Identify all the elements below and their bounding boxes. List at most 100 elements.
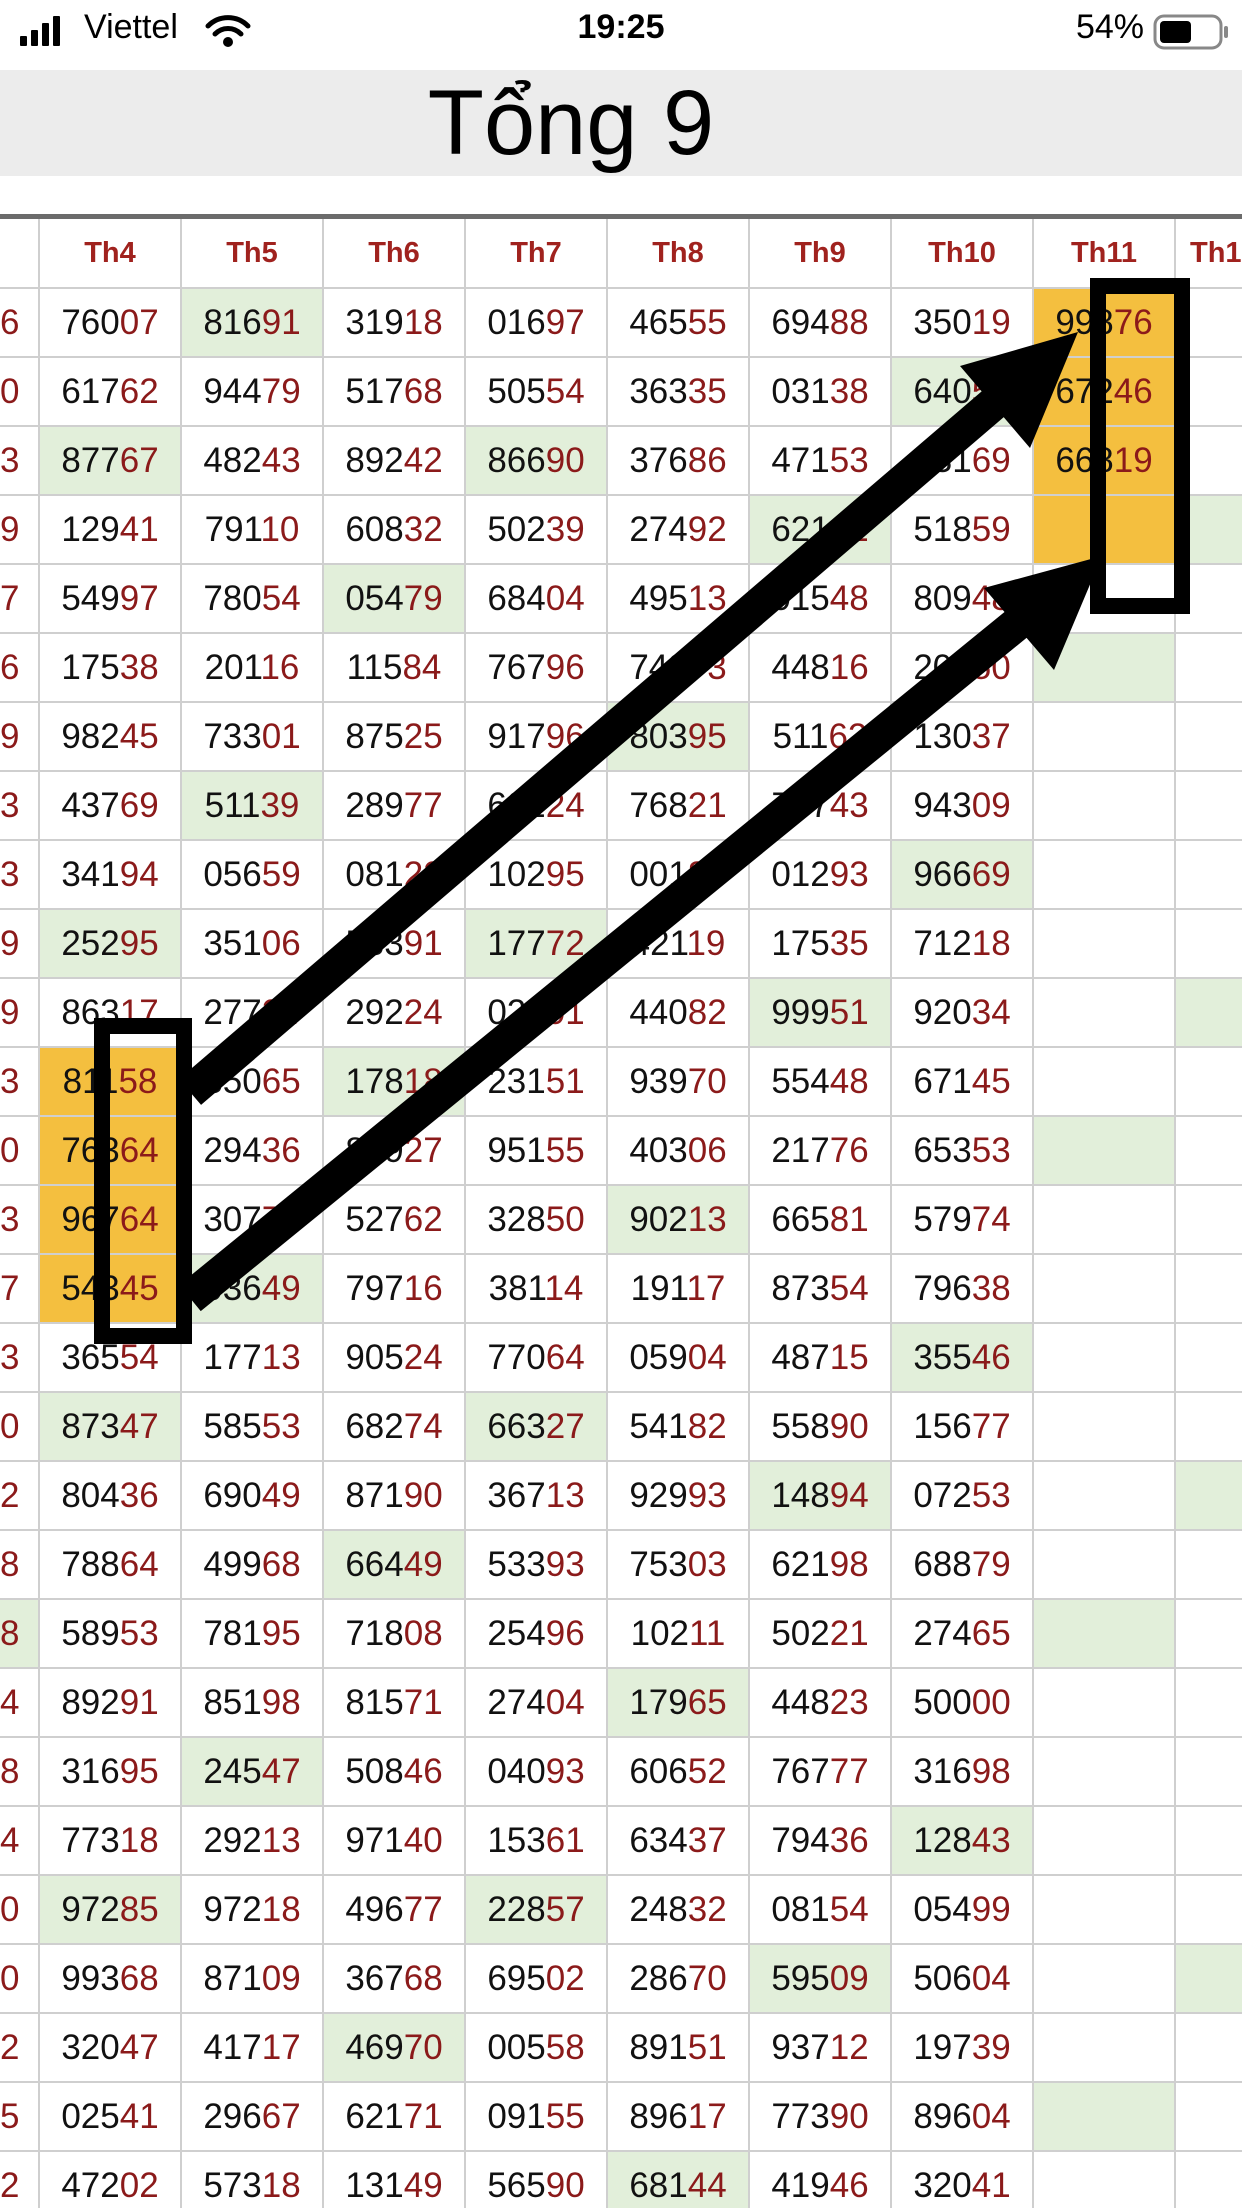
number: 67145	[913, 1062, 1011, 1101]
table-cell	[1034, 1945, 1176, 2014]
clock: 19:25	[577, 8, 665, 46]
table-cell: 92993	[608, 1462, 750, 1531]
table-cell: 17965	[608, 1669, 750, 1738]
number: 24547	[203, 1752, 301, 1791]
lead-digit: 9	[0, 993, 20, 1032]
number: 79716	[345, 1269, 443, 1308]
lead-cell: 9	[0, 496, 40, 565]
number: 41717	[203, 2028, 301, 2067]
column-label: Th12	[1190, 237, 1242, 269]
column-header: Th9	[750, 219, 892, 289]
table-cell: 49513	[608, 565, 750, 634]
table-cell: 04093	[466, 1738, 608, 1807]
lead-cell: 0	[0, 1876, 40, 1945]
table-cell: 62171	[324, 2083, 466, 2152]
number: 79110	[204, 510, 300, 549]
table-cell: 79436	[750, 1807, 892, 1876]
table-cell	[1176, 427, 1242, 496]
table-cell: 19739	[892, 2014, 1034, 2083]
table-cell	[1176, 1738, 1242, 1807]
lead-digit: 2	[0, 2028, 20, 2067]
lead-digit: 3	[0, 1338, 20, 1377]
table-cell: 77064	[466, 1324, 608, 1393]
table-cell: 50239	[466, 496, 608, 565]
number: 32850	[487, 1200, 585, 1239]
title-bar: Tổng 9	[0, 70, 1242, 176]
number: 58953	[61, 1614, 159, 1653]
table-cell: 44082	[608, 979, 750, 1048]
number: 89151	[629, 2028, 727, 2067]
table-cell: 80948	[892, 565, 1034, 634]
number: 94479	[203, 372, 301, 411]
lead-digit: 8	[0, 1545, 20, 1584]
number: 87347	[61, 1407, 159, 1446]
number: 27465	[913, 1614, 1011, 1653]
table-cell: 60832	[324, 496, 466, 565]
number: 78195	[203, 1614, 301, 1653]
number: 90524	[345, 1338, 443, 1377]
table-cell: 05479	[324, 565, 466, 634]
table-cell	[1034, 1324, 1176, 1393]
lead-cell: 8	[0, 1738, 40, 1807]
table-cell: 62198	[750, 1531, 892, 1600]
table-cell: 81691	[182, 289, 324, 358]
number: 25295	[61, 924, 159, 963]
table-cell: 81571	[324, 1669, 466, 1738]
wifi-icon	[205, 15, 251, 37]
table-cell: 29667	[182, 2083, 324, 2152]
number: 17535	[771, 924, 869, 963]
table-cell	[1176, 1945, 1242, 2014]
table-cell	[1034, 841, 1176, 910]
lead-digit: 4	[0, 1821, 20, 1860]
table-cell	[1176, 1600, 1242, 1669]
table-cell	[1034, 1669, 1176, 1738]
number: 97285	[61, 1890, 159, 1929]
table-cell: 31695	[40, 1738, 182, 1807]
number: 66819	[1055, 441, 1153, 480]
table-cell	[1176, 358, 1242, 427]
number: 68404	[487, 579, 585, 618]
table-cell	[1176, 565, 1242, 634]
table-cell: 87767	[40, 427, 182, 496]
number: 31698	[913, 1752, 1011, 1791]
table-cell: 63437	[608, 1807, 750, 1876]
number: 80436	[61, 1476, 159, 1515]
table-cell: 36335	[608, 358, 750, 427]
table-cell: 05499	[892, 1876, 1034, 1945]
table-cell: 89291	[40, 1669, 182, 1738]
table-cell: 09155	[466, 2083, 608, 2152]
table-cell: 27465	[892, 1600, 1034, 1669]
table-cell: 44823	[750, 1669, 892, 1738]
number: 05499	[913, 1890, 1011, 1929]
number: 17538	[61, 648, 159, 687]
number: 46555	[629, 303, 727, 342]
table-cell: 28670	[608, 1945, 750, 2014]
number: 92034	[913, 993, 1011, 1032]
number: 31918	[345, 303, 443, 342]
number: 01697	[487, 303, 585, 342]
lead-digit: 4	[0, 1683, 20, 1722]
table-cell	[1034, 1393, 1176, 1462]
lead-cell: 0	[0, 1945, 40, 2014]
number: 05904	[629, 1338, 727, 1377]
table-cell: 96669	[892, 841, 1034, 910]
number: 66327	[487, 1407, 585, 1446]
table-cell: 66581	[750, 1186, 892, 1255]
number: 12843	[913, 1821, 1011, 1860]
number: 44816	[771, 648, 869, 687]
table-cell: 85198	[182, 1669, 324, 1738]
number: 89604	[913, 2097, 1011, 2136]
table-cell: 29213	[182, 1807, 324, 1876]
lead-digit: 0	[0, 1890, 20, 1929]
table-cell: 01293	[750, 841, 892, 910]
table-cell: 07253	[892, 1462, 1034, 1531]
number: 57318	[203, 2166, 301, 2205]
table-cell: 54997	[40, 565, 182, 634]
number: 78054	[203, 579, 301, 618]
battery-percent: 54%	[1075, 8, 1144, 46]
number: 50554	[487, 372, 585, 411]
number: 80395	[629, 717, 727, 756]
table-cell: 11584	[324, 634, 466, 703]
number: 63437	[629, 1821, 727, 1860]
table-cell: 95155	[466, 1117, 608, 1186]
